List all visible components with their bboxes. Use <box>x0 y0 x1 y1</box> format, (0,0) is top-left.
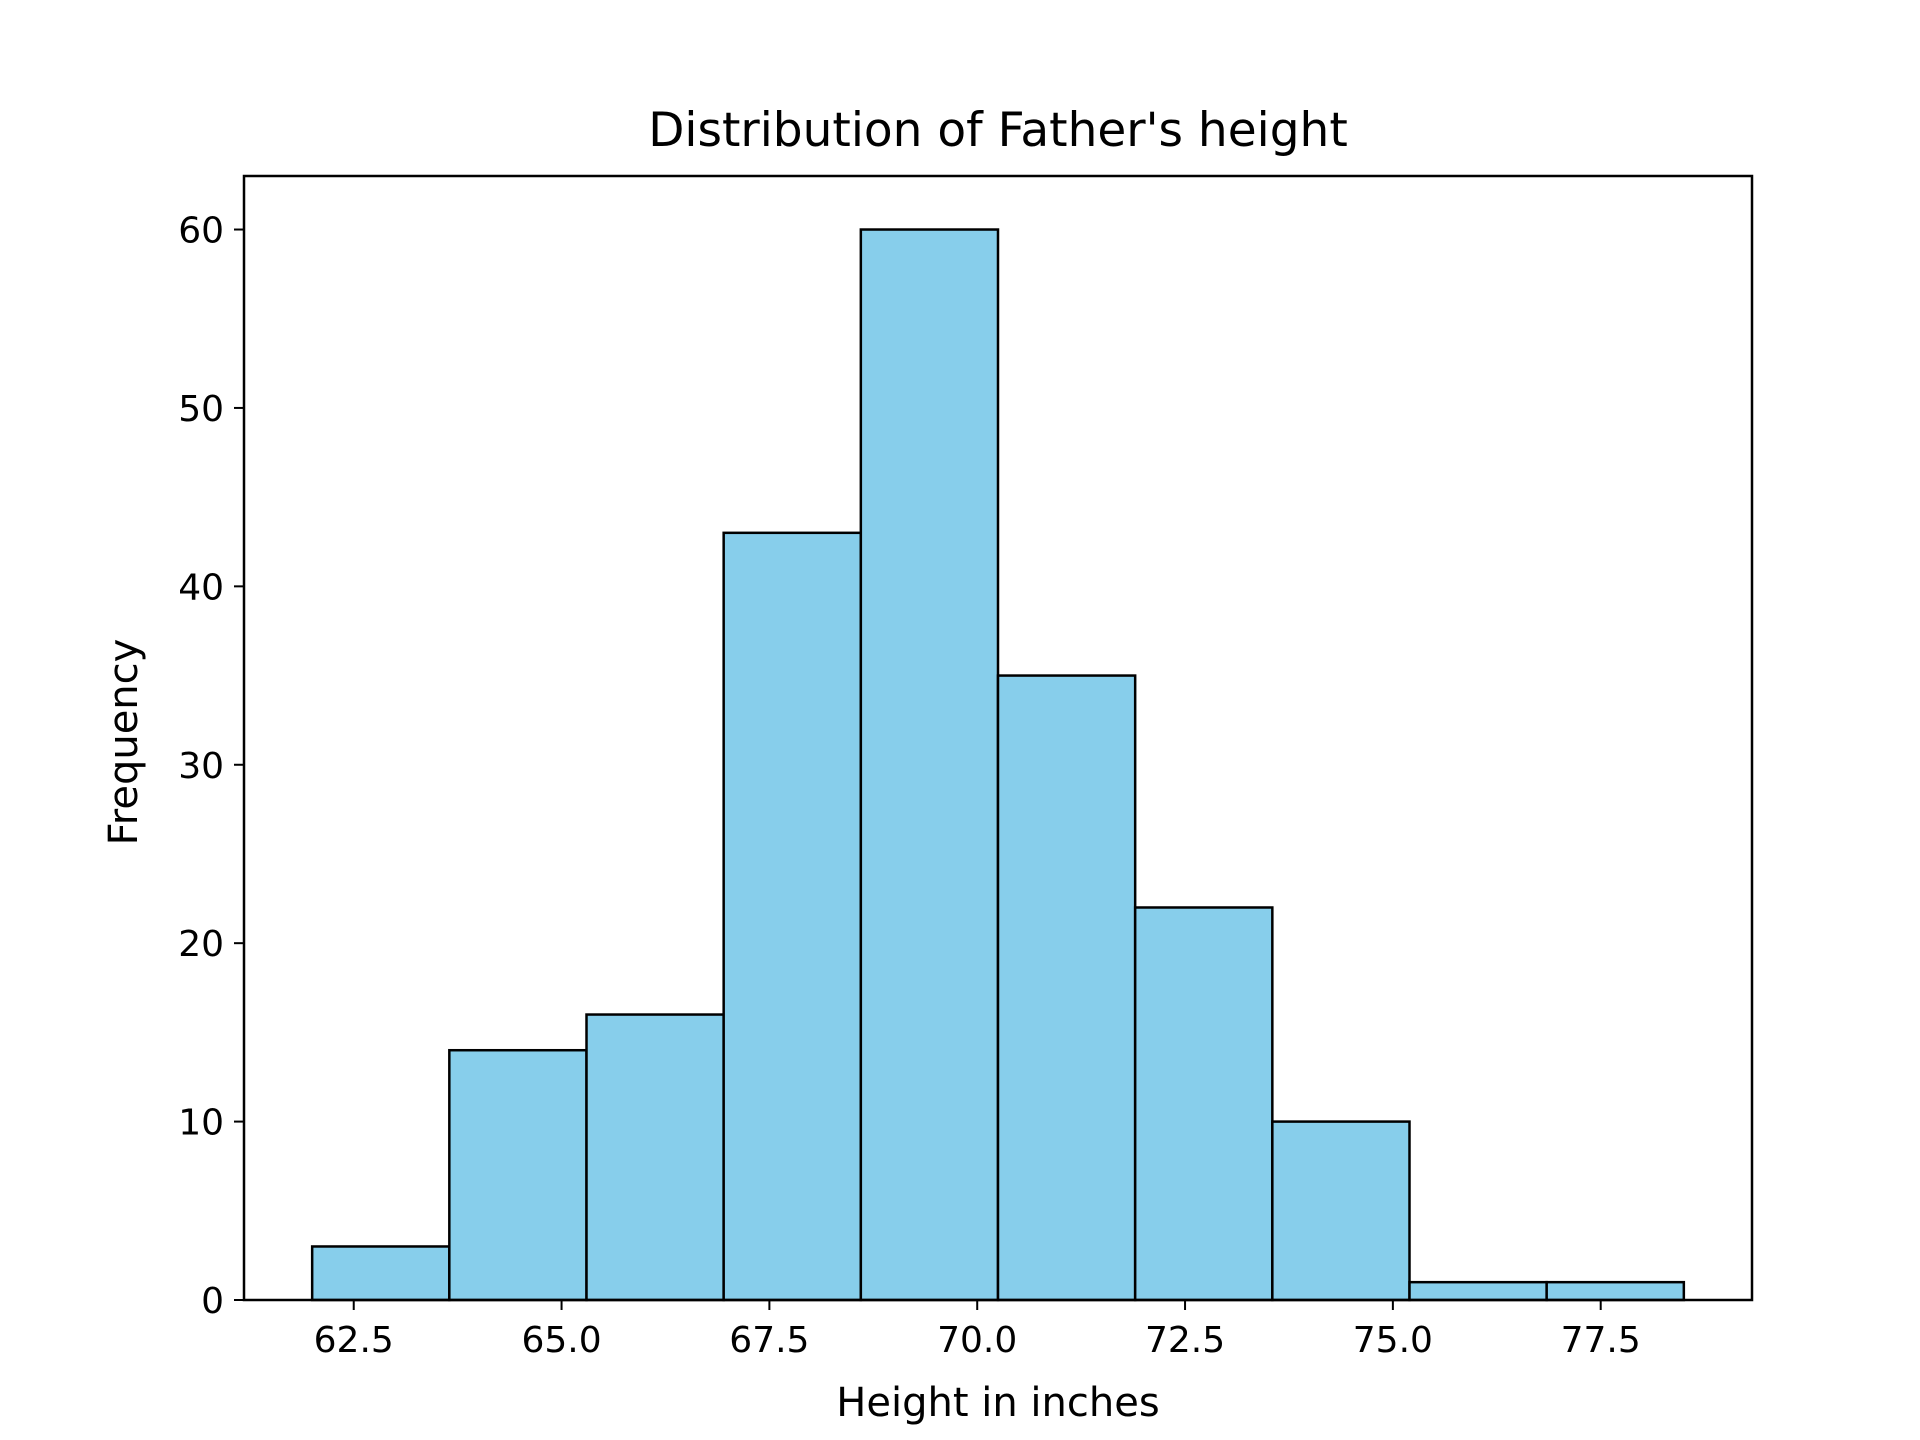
y-tick-label: 50 <box>178 389 224 430</box>
y-axis-label: Frequency <box>101 639 147 846</box>
histogram-bar-5 <box>859 228 1000 1302</box>
histogram-bar-4 <box>722 531 863 1302</box>
histogram-bar-2 <box>448 1048 588 1302</box>
histogram-bar-9 <box>1408 1280 1548 1302</box>
y-tick-label: 40 <box>178 567 224 608</box>
y-tick-label: 30 <box>178 746 224 787</box>
x-axis-label: Height in inches <box>836 1380 1159 1426</box>
y-tick-label: 0 <box>201 1281 224 1322</box>
y-tick-label: 20 <box>178 924 224 965</box>
x-tick-label: 75.0 <box>1353 1320 1433 1361</box>
histogram-bar-10 <box>1545 1280 1686 1302</box>
x-tick-label: 77.5 <box>1561 1320 1641 1361</box>
histogram-bar-7 <box>1133 906 1274 1302</box>
x-tick-label: 67.5 <box>729 1320 809 1361</box>
x-tick-label: 70.0 <box>937 1320 1017 1361</box>
chart-title: Distribution of Father's height <box>648 103 1348 158</box>
histogram-bar-6 <box>996 674 1137 1302</box>
histogram-bar-1 <box>310 1245 451 1302</box>
x-tick-label: 62.5 <box>314 1320 394 1361</box>
y-axis-ticks: 0 10 20 30 40 50 60 <box>178 211 244 1322</box>
x-tick-label: 72.5 <box>1145 1320 1225 1361</box>
plot-frame <box>242 174 1754 1302</box>
x-axis-ticks: 62.5 65.0 67.5 70.0 72.5 75.0 77.5 <box>314 1300 1641 1361</box>
y-tick-label: 60 <box>178 211 224 252</box>
bars-layer <box>310 228 1686 1302</box>
x-tick-label: 65.0 <box>521 1320 601 1361</box>
y-tick-label: 10 <box>178 1103 224 1144</box>
histogram-bar-3 <box>585 1013 725 1302</box>
histogram-bar-8 <box>1271 1120 1411 1302</box>
